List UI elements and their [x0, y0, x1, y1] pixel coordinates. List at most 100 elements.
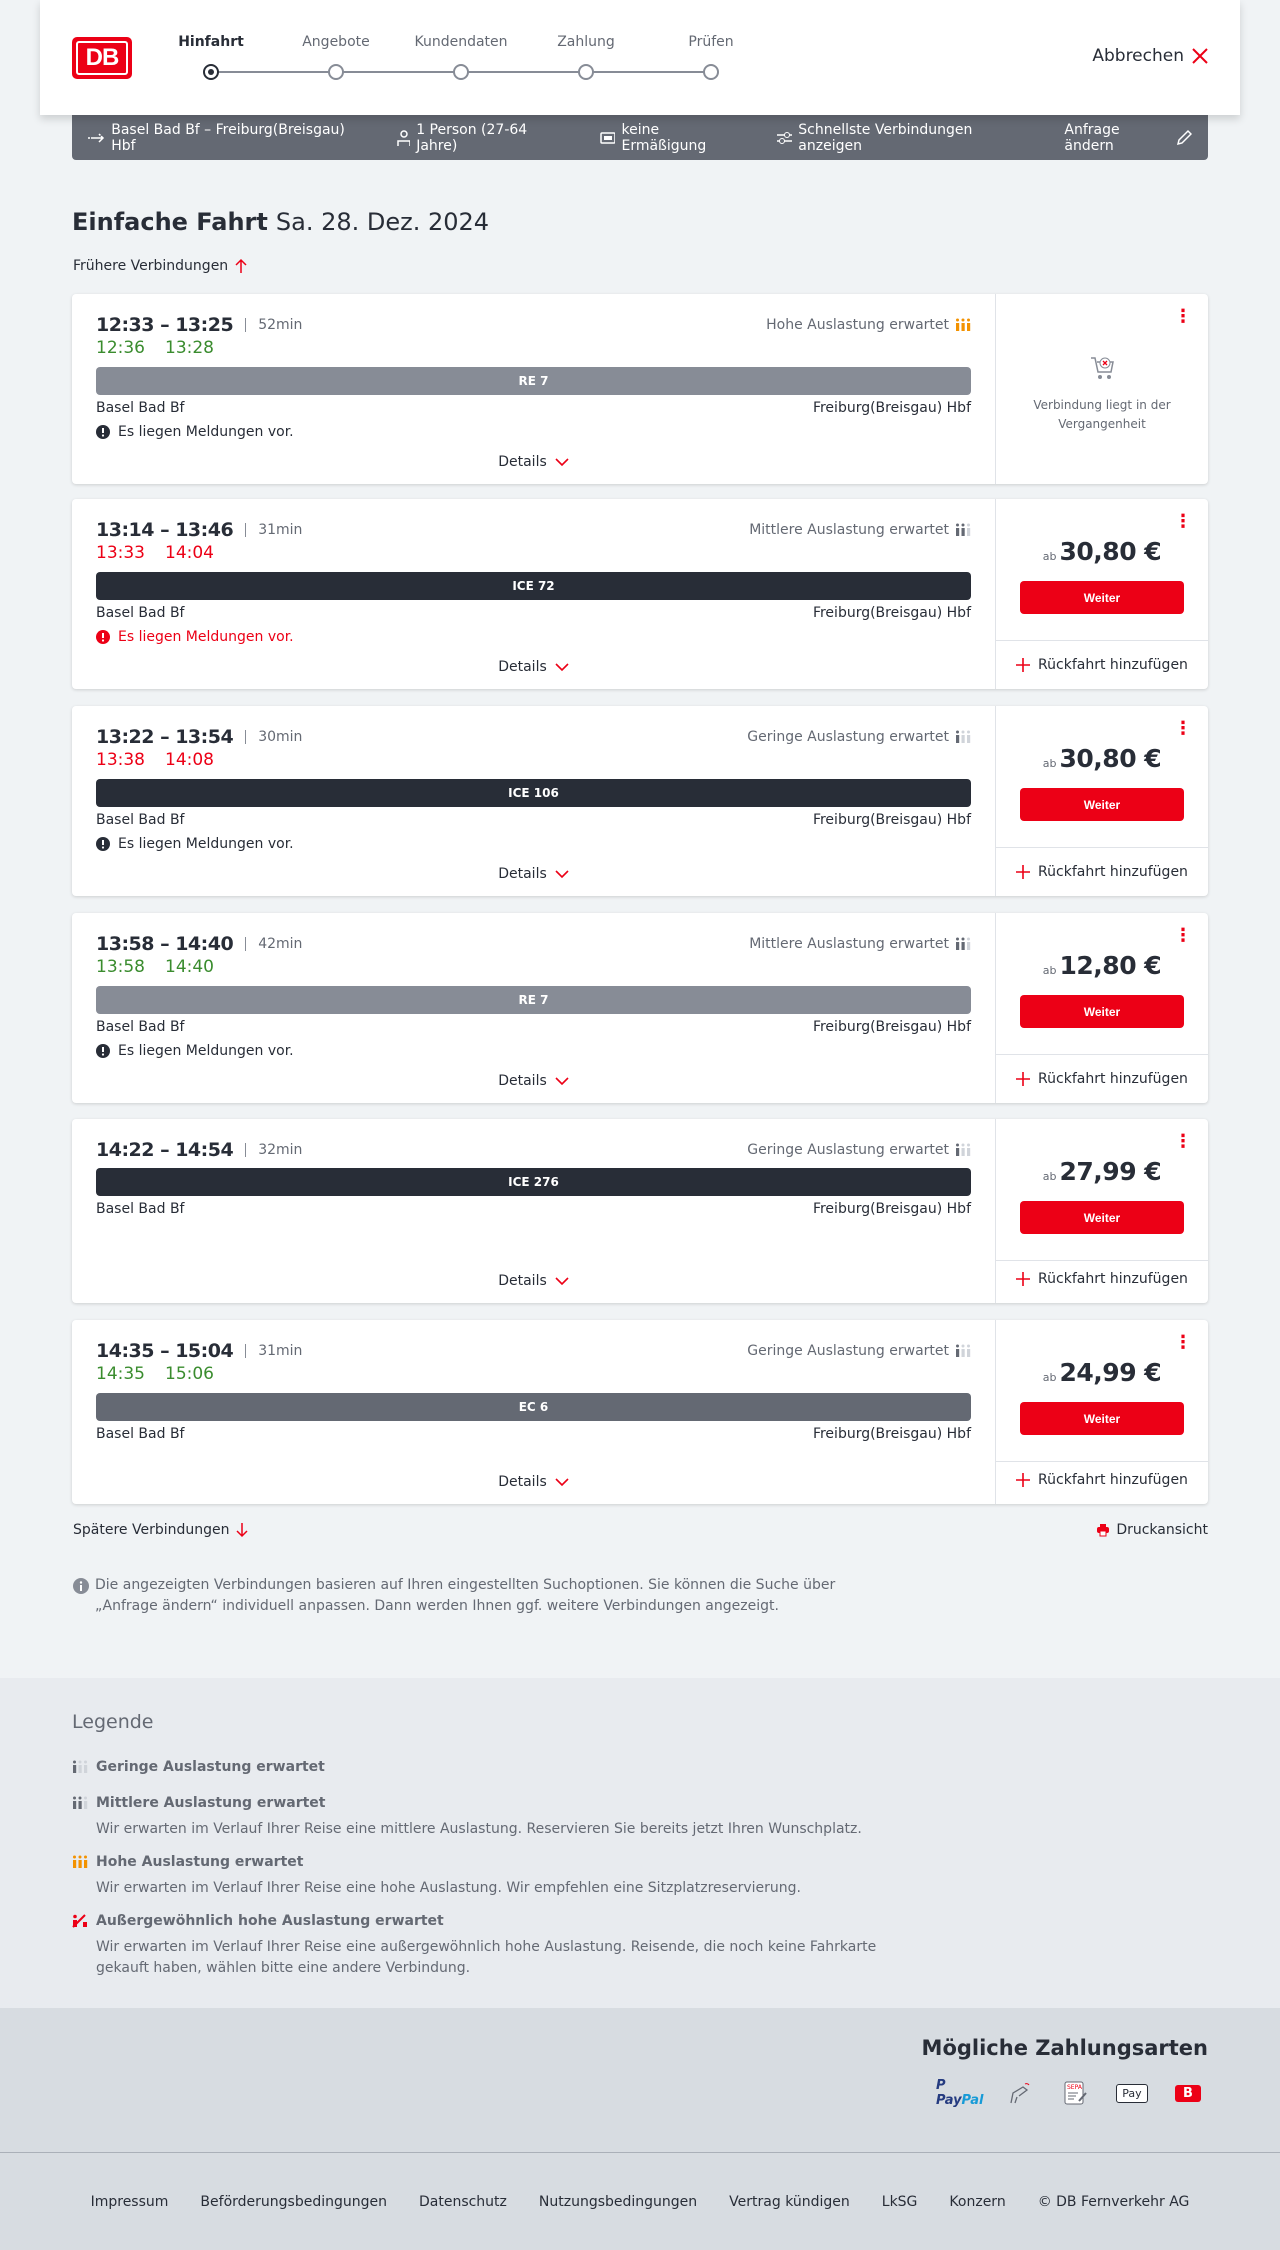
occupancy-icon	[956, 937, 971, 950]
continue-button[interactable]: Weiter	[1020, 1201, 1184, 1234]
more-options-icon[interactable]: ⋮	[1174, 511, 1192, 532]
edit-request-button[interactable]: Anfrage ändern	[1064, 122, 1192, 154]
chevron-down-icon	[555, 869, 569, 878]
continue-button[interactable]: Weiter	[1020, 995, 1184, 1028]
more-options-icon[interactable]: ⋮	[1174, 1131, 1192, 1152]
add-return-button[interactable]: Rückfahrt hinzufügen	[996, 641, 1208, 689]
footer-link: © DB Fernverkehr AG	[1037, 2193, 1190, 2210]
step-label-2: Kundendaten	[414, 34, 508, 50]
stations: Basel Bad Bf Freiburg(Breisgau) Hbf	[96, 1426, 971, 1442]
fastest-toggle[interactable]: Schnellste Verbindungen anzeigen	[776, 122, 1030, 154]
train-bar[interactable]: RE 7	[96, 367, 971, 395]
occupancy-icon	[956, 318, 971, 331]
footer-link[interactable]: Impressum	[90, 2193, 169, 2210]
train-bar[interactable]: ICE 276	[96, 1168, 971, 1196]
stations: Basel Bad Bf Freiburg(Breisgau) Hbf	[96, 1019, 971, 1035]
footer-link[interactable]: LkSG	[881, 2193, 918, 2210]
more-options-icon[interactable]: ⋮	[1174, 718, 1192, 739]
details-toggle[interactable]: Details	[96, 659, 971, 675]
message-notice[interactable]: Es liegen Meldungen vor.	[96, 424, 971, 440]
departure-arrival-times: 13:22 – 13:54	[96, 726, 234, 748]
payment-method-apple-pay-icon: Pay	[1104, 2082, 1160, 2104]
add-return-button[interactable]: Rückfahrt hinzufügen	[996, 1255, 1208, 1303]
arrow-right-icon	[88, 132, 105, 143]
payment-section: Mögliche Zahlungsarten P PayPal SEPA Pay B	[0, 2008, 1280, 2153]
person-icon	[397, 129, 411, 146]
message-notice[interactable]: Es liegen Meldungen vor.	[96, 629, 971, 645]
legend-item: Außergewöhnlich hohe Auslastung erwartet…	[72, 1913, 896, 1979]
message-notice[interactable]: Es liegen Meldungen vor.	[96, 836, 971, 852]
later-connections-link[interactable]: Spätere Verbindungen	[73, 1522, 249, 1538]
details-toggle[interactable]: Details	[96, 1273, 971, 1289]
occupancy-info: Mittlere Auslastung erwartet	[749, 522, 971, 538]
train-bar[interactable]: ICE 72	[96, 572, 971, 600]
stations: Basel Bad Bf Freiburg(Breisgau) Hbf	[96, 1201, 971, 1217]
occupancy-icon	[956, 730, 971, 743]
occupancy-info: Geringe Auslastung erwartet	[747, 729, 971, 745]
realtime-times: 14:35 15:06	[96, 1364, 214, 1384]
duration: 42min	[258, 936, 303, 952]
footer-link[interactable]: Beförderungsbedingungen	[200, 2193, 387, 2210]
cart-unavailable-icon	[1091, 357, 1114, 379]
occupancy-info: Geringe Auslastung erwartet	[747, 1142, 971, 1158]
info-note: Die angezeigten Verbindungen basieren au…	[73, 1575, 853, 1617]
footer-link[interactable]: Konzern	[949, 2193, 1006, 2210]
printer-icon	[1097, 1524, 1110, 1537]
occupancy-icon	[73, 1855, 88, 1868]
train-bar[interactable]: EC 6	[96, 1393, 971, 1421]
price: ab 30,80 €	[1042, 537, 1162, 566]
payment-method-sepa-icon: SEPA	[1048, 2081, 1104, 2105]
occupancy-info: Mittlere Auslastung erwartet	[749, 936, 971, 952]
continue-button[interactable]: Weiter	[1020, 581, 1184, 614]
add-return-button[interactable]: Rückfahrt hinzufügen	[996, 848, 1208, 896]
print-view-link[interactable]: Druckansicht	[1096, 1522, 1208, 1538]
train-bar[interactable]: RE 7	[96, 986, 971, 1014]
close-icon	[1192, 48, 1208, 64]
connection-card: 14:22 – 14:54 32min Geringe Auslastung erw…	[72, 1119, 1208, 1303]
continue-button[interactable]: Weiter	[1020, 788, 1184, 821]
train-bar[interactable]: ICE 106	[96, 779, 971, 807]
alert-icon	[96, 425, 110, 439]
more-options-icon[interactable]: ⋮	[1174, 925, 1192, 946]
duration: 32min	[258, 1142, 303, 1158]
price: ab 24,99 €	[1042, 1358, 1162, 1387]
footer: Impressum Beförderungsbedingungen Datensch…	[0, 2153, 1280, 2250]
alert-icon	[96, 837, 110, 851]
message-notice[interactable]: Es liegen Meldungen vor.	[96, 1043, 971, 1059]
add-return-button[interactable]: Rückfahrt hinzufügen	[996, 1055, 1208, 1103]
chevron-down-icon	[555, 1276, 569, 1285]
occupancy-info: Geringe Auslastung erwartet	[747, 1343, 971, 1359]
payment-method-ratenkauf-icon: B	[1160, 2082, 1216, 2104]
continue-button[interactable]: Weiter	[1020, 1402, 1184, 1435]
plus-icon	[1016, 658, 1031, 672]
connection-card: 13:22 – 13:54 30min Geringe Auslastung erw…	[72, 706, 1208, 896]
step-label-4: Prüfen	[688, 34, 734, 50]
chevron-down-icon	[555, 457, 569, 466]
db-logo[interactable]: DB	[72, 37, 132, 79]
details-toggle[interactable]: Details	[96, 866, 971, 882]
add-return-button[interactable]: Rückfahrt hinzufügen	[996, 1456, 1208, 1504]
more-options-icon[interactable]: ⋮	[1174, 306, 1192, 327]
realtime-times: 12:36 13:28	[96, 338, 214, 358]
more-options-icon[interactable]: ⋮	[1174, 1332, 1192, 1353]
duration: 31min	[258, 1343, 303, 1359]
details-toggle[interactable]: Details	[96, 1474, 971, 1490]
chevron-down-icon	[555, 662, 569, 671]
alert-icon	[96, 1044, 110, 1058]
departure-arrival-times: 14:22 – 14:54	[96, 1139, 234, 1161]
earlier-connections-link[interactable]: Frühere Verbindungen	[73, 258, 248, 274]
connection-card: 13:14 – 13:46 31min Mittlere Auslastung er…	[72, 499, 1208, 689]
step-dot-3	[578, 64, 594, 80]
footer-link[interactable]: Nutzungsbedingungen	[538, 2193, 698, 2210]
duration: 31min	[258, 522, 303, 538]
realtime-times: 13:38 14:08	[96, 750, 214, 770]
cancel-button[interactable]: Abbrechen	[1092, 46, 1208, 66]
footer-link[interactable]: Datenschutz	[418, 2193, 507, 2210]
footer-link[interactable]: Vertrag kündigen	[729, 2193, 850, 2210]
payment-title: Mögliche Zahlungsarten	[921, 2036, 1208, 2060]
details-toggle[interactable]: Details	[96, 1073, 971, 1089]
details-toggle[interactable]: Details	[96, 454, 971, 470]
occupancy-icon	[73, 1760, 88, 1773]
legend-item: Mittlere Auslastung erwartet Wir erwarten…	[72, 1795, 896, 1840]
legend-section: Legende Geringe Auslastung erwartet Mittl…	[0, 1678, 1280, 2008]
